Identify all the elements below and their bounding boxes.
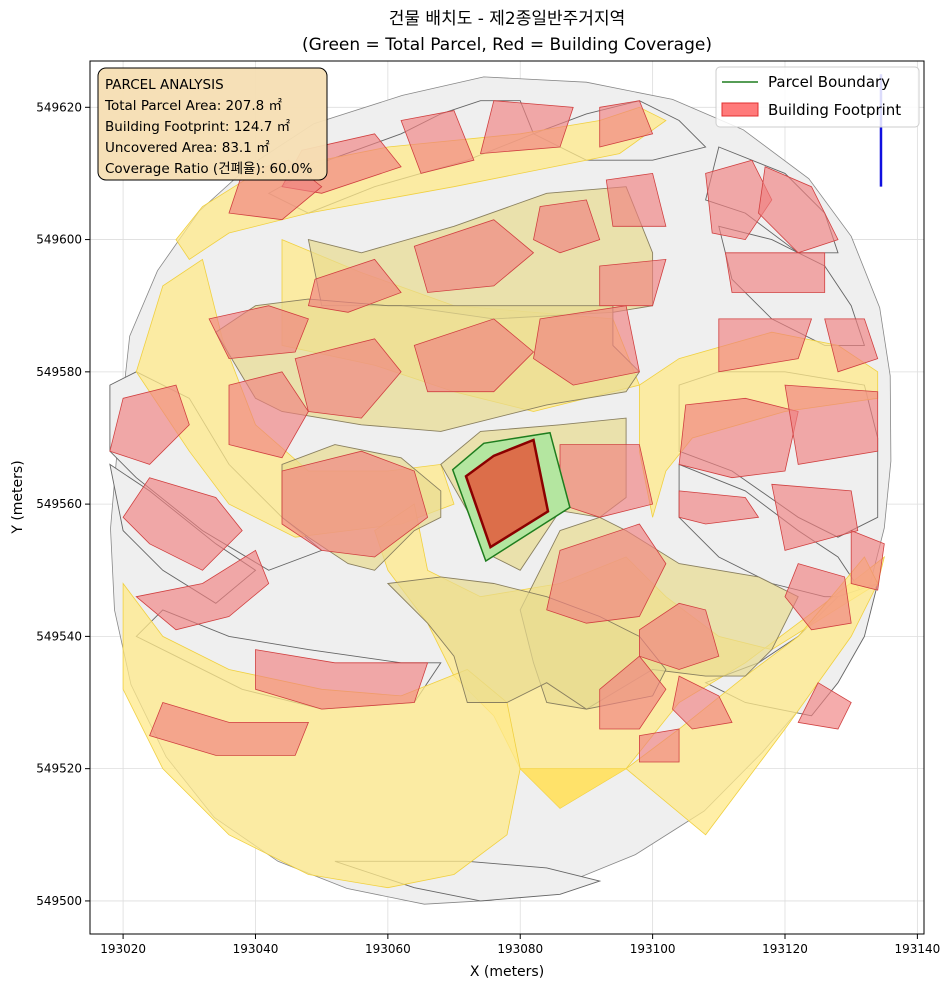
plot-frame — [89, 60, 925, 935]
building-footprint-15 — [850, 530, 885, 591]
building-footprint-14 — [784, 563, 852, 631]
building-footprint-37 — [672, 675, 733, 730]
legend-building-footprint-swatch — [721, 102, 759, 117]
x-tick-label-2: 193060 — [365, 942, 411, 956]
x-tick-label-1: 193040 — [233, 942, 279, 956]
y-tick-label-4: 549580 — [36, 365, 82, 379]
building-footprint-21 — [149, 702, 309, 756]
building-footprint-3 — [479, 100, 574, 155]
building-footprint-36 — [599, 655, 667, 730]
legend-frame — [715, 66, 920, 128]
parcel-analysis-box: PARCEL ANALYSIS Total Parcel Area: 207.8… — [97, 67, 328, 181]
y-tick-label-2: 549540 — [36, 629, 82, 643]
building-footprint-12 — [678, 490, 760, 525]
building-footprint-6 — [758, 166, 839, 254]
legend-building-footprint-label: Building Footprint — [768, 101, 901, 119]
building-footprint-38 — [639, 728, 680, 763]
building-footprint-23 — [307, 258, 402, 313]
chart-title-line1: 건물 배치도 - 제2종일반주거지역 — [389, 9, 625, 29]
building-footprint-30 — [413, 318, 535, 393]
x-tick-label-5: 193120 — [762, 942, 808, 956]
building-footprint-28 — [228, 371, 309, 459]
building-footprint-31 — [533, 305, 640, 386]
legend-parcel-boundary-label: Parcel Boundary — [768, 73, 890, 91]
x-tick-label-3: 193080 — [497, 942, 543, 956]
building-footprint-22 — [208, 305, 309, 360]
road-area-dark — [520, 768, 627, 809]
building-footprint-5 — [705, 159, 773, 241]
y-tick-label-1: 549520 — [36, 762, 82, 776]
info-box-background — [97, 67, 328, 181]
y-tick-label-3: 549560 — [36, 497, 82, 511]
info-total-area: Total Parcel Area: 207.8 ㎡ — [104, 98, 282, 114]
building-footprint-11 — [784, 384, 879, 465]
building-footprint-24 — [413, 219, 535, 293]
building-footprint-13 — [771, 483, 859, 551]
building-footprint-25 — [533, 199, 601, 254]
y-tick-label-6: 549620 — [36, 100, 82, 114]
building-footprint-7 — [724, 252, 826, 293]
building-footprint-32 — [559, 444, 654, 518]
building-footprint-10 — [678, 397, 799, 479]
building-footprint-26 — [605, 172, 667, 227]
building-footprint-8 — [718, 318, 813, 373]
building-footprint-9 — [824, 318, 879, 373]
info-uncovered-area: Uncovered Area: 83.1 ㎡ — [105, 140, 270, 156]
info-box-heading: PARCEL ANALYSIS — [105, 77, 224, 93]
x-axis-label: X (meters) — [470, 964, 544, 980]
y-axis-label: Y (meters) — [10, 460, 26, 534]
building-footprint-33 — [281, 450, 429, 558]
building-footprint-16 — [797, 682, 852, 730]
x-tick-label-4: 193100 — [630, 942, 676, 956]
building-footprint-2 — [400, 110, 475, 174]
building-footprint-20 — [255, 649, 429, 710]
map-layer — [109, 74, 892, 905]
building-footprint-4 — [599, 100, 654, 148]
info-building-footprint: Building Footprint: 124.7 ㎡ — [105, 119, 291, 135]
target-building — [464, 438, 550, 549]
building-footprint-19 — [135, 549, 270, 631]
building-footprint-17 — [109, 384, 190, 465]
legend: Parcel Boundary Building Footprint — [715, 66, 920, 128]
y-tick-label-5: 549600 — [36, 233, 82, 247]
building-footprint-29 — [294, 338, 402, 419]
x-tick-label-0: 193020 — [100, 942, 146, 956]
y-tick-label-0: 549500 — [36, 894, 82, 908]
building-footprint-34 — [546, 523, 667, 624]
building-footprint-18 — [122, 477, 243, 571]
building-footprint-27 — [599, 258, 667, 307]
x-tick-label-6: 193140 — [894, 942, 940, 956]
axis-ticks: 193020 193040 193060 193080 193100 193120 1931… — [36, 100, 940, 956]
info-coverage-ratio: Coverage Ratio (건폐율): 60.0% — [105, 161, 313, 177]
chart-title-line2: (Green = Total Parcel, Red = Building Co… — [302, 35, 712, 55]
